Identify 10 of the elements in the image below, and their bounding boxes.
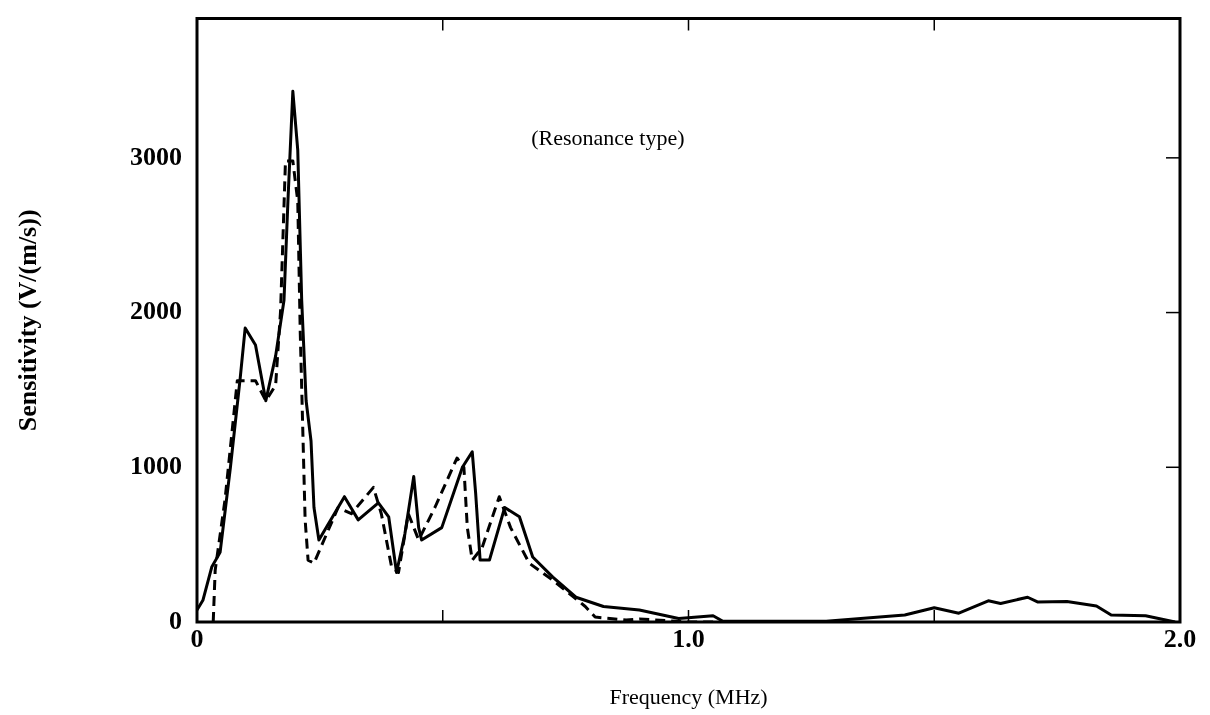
y-tick-label: 2000 [130,296,182,326]
x-tick-label: 1.0 [672,624,705,654]
x-tick-label: 0 [190,624,204,654]
y-tick-label: 3000 [130,141,182,171]
y-axis-title: Sensitivity (V/(m/s)) [13,209,43,432]
y-tick-label: 0 [169,605,182,635]
x-tick-label: 2.0 [1163,624,1197,654]
x-axis-title: Frequency (MHz) [609,683,768,709]
annotation: (Resonance type) [531,125,685,151]
y-tick-label: 1000 [130,451,182,480]
